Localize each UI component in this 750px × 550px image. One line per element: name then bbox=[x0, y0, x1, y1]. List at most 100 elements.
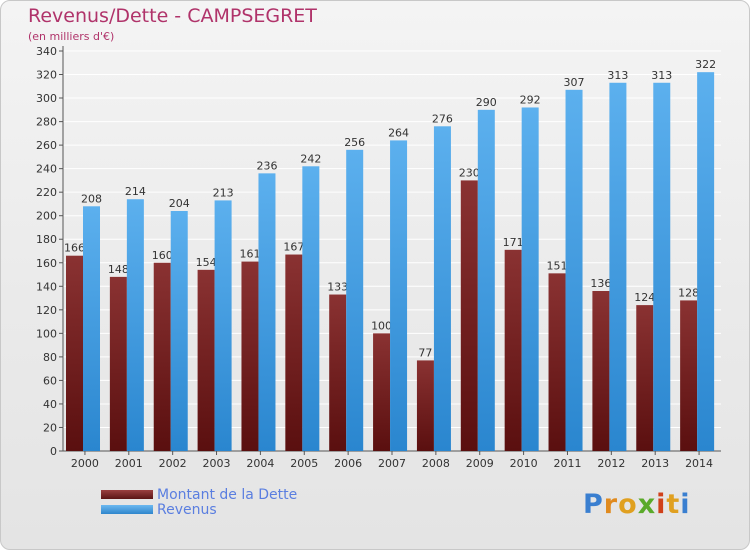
bar-dette bbox=[66, 255, 83, 451]
bar-revenus bbox=[521, 107, 539, 452]
legend-label-dette: Montant de la Dette bbox=[157, 486, 298, 503]
y-tick-label: 160 bbox=[36, 257, 57, 270]
x-tick-label: 2014 bbox=[685, 457, 713, 470]
y-tick-label: 20 bbox=[43, 421, 57, 434]
y-tick-label: 220 bbox=[36, 186, 57, 199]
legend-label-revenus: Revenus bbox=[157, 501, 217, 518]
bar-revenus bbox=[258, 173, 276, 451]
data-label-dette: 124 bbox=[634, 291, 655, 304]
y-tick-label: 300 bbox=[36, 92, 57, 105]
data-label-revenus: 214 bbox=[125, 185, 146, 198]
data-label-dette: 77 bbox=[418, 346, 432, 359]
legend-item-dette: Montant de la Dette bbox=[101, 486, 298, 503]
x-tick-label: 2004 bbox=[246, 457, 274, 470]
bar-revenus bbox=[346, 149, 364, 451]
data-label-revenus: 313 bbox=[651, 69, 672, 82]
data-label-revenus: 256 bbox=[344, 136, 365, 149]
bar-dette bbox=[197, 269, 215, 451]
x-tick-label: 2013 bbox=[641, 457, 669, 470]
y-tick-label: 180 bbox=[36, 233, 57, 246]
legend: Montant de la Dette Revenus bbox=[101, 486, 298, 518]
bar-revenus bbox=[433, 126, 451, 451]
bar-dette bbox=[592, 291, 610, 451]
bar-dette bbox=[241, 261, 259, 451]
logo-letter: i bbox=[656, 489, 667, 520]
data-label-dette: 151 bbox=[547, 259, 568, 272]
y-tick-label: 240 bbox=[36, 163, 57, 176]
y-tick-label: 340 bbox=[36, 45, 57, 58]
bar-dette bbox=[680, 300, 698, 451]
y-tick-label: 0 bbox=[50, 445, 57, 458]
bar-revenus bbox=[302, 166, 320, 451]
data-label-revenus: 264 bbox=[388, 126, 409, 139]
y-tick-label: 60 bbox=[43, 374, 57, 387]
data-label-dette: 166 bbox=[64, 242, 85, 255]
data-label-revenus: 276 bbox=[432, 112, 453, 125]
bar-dette bbox=[504, 249, 522, 451]
bar-dette bbox=[285, 254, 303, 451]
y-tick-label: 280 bbox=[36, 116, 57, 129]
x-tick-label: 2010 bbox=[510, 457, 538, 470]
logo-letter: P bbox=[583, 489, 604, 520]
bar-revenus bbox=[126, 199, 144, 451]
data-label-revenus: 290 bbox=[476, 96, 497, 109]
data-label-dette: 148 bbox=[108, 263, 129, 276]
bar-revenus bbox=[83, 206, 100, 451]
bar-revenus bbox=[477, 109, 495, 451]
data-label-revenus: 292 bbox=[520, 93, 541, 106]
x-tick-label: 2003 bbox=[203, 457, 231, 470]
bar-revenus bbox=[390, 140, 408, 452]
bar-dette bbox=[109, 276, 127, 451]
data-label-revenus: 313 bbox=[607, 69, 628, 82]
bar-dette bbox=[329, 294, 347, 451]
legend-item-revenus: Revenus bbox=[101, 501, 297, 518]
y-tick-label: 140 bbox=[36, 280, 57, 293]
x-tick-label: 2007 bbox=[378, 457, 406, 470]
y-tick-label: 80 bbox=[43, 351, 57, 364]
y-tick-label: 40 bbox=[43, 398, 57, 411]
data-label-revenus: 307 bbox=[564, 76, 585, 89]
x-tick-label: 2012 bbox=[597, 457, 625, 470]
y-tick-label: 200 bbox=[36, 210, 57, 223]
x-tick-label: 2001 bbox=[115, 457, 143, 470]
bar-revenus bbox=[214, 200, 232, 451]
data-label-dette: 128 bbox=[678, 286, 699, 299]
y-tick-label: 260 bbox=[36, 139, 57, 152]
logo-letter: r bbox=[603, 489, 619, 520]
data-label-revenus: 242 bbox=[300, 152, 321, 165]
x-tick-label: 2002 bbox=[159, 457, 187, 470]
bar-dette bbox=[373, 333, 391, 451]
proxiti-logo: Proxiti bbox=[583, 489, 691, 520]
logo-letter: i bbox=[680, 489, 691, 520]
legend-swatch-dette bbox=[101, 490, 153, 499]
bar-dette bbox=[153, 262, 171, 451]
data-label-dette: 167 bbox=[283, 241, 304, 254]
data-label-revenus: 322 bbox=[695, 58, 716, 71]
bar-revenus bbox=[653, 82, 671, 451]
bar-revenus bbox=[170, 211, 188, 451]
bar-dette bbox=[460, 180, 478, 452]
x-tick-label: 2011 bbox=[553, 457, 581, 470]
data-label-dette: 133 bbox=[327, 281, 348, 294]
bar-revenus bbox=[609, 82, 627, 451]
x-tick-label: 2009 bbox=[466, 457, 494, 470]
bar-dette bbox=[416, 360, 434, 451]
data-label-dette: 171 bbox=[503, 236, 524, 249]
data-label-dette: 136 bbox=[590, 277, 611, 290]
x-tick-label: 2006 bbox=[334, 457, 362, 470]
x-tick-label: 2008 bbox=[422, 457, 450, 470]
data-label-revenus: 236 bbox=[256, 159, 277, 172]
bar-dette bbox=[548, 273, 566, 451]
bar-dette bbox=[636, 305, 654, 451]
y-tick-label: 120 bbox=[36, 304, 57, 317]
chart-title: Revenus/Dette - CAMPSEGRET bbox=[28, 5, 317, 27]
data-label-dette: 161 bbox=[239, 248, 260, 261]
logo-letter: o bbox=[618, 489, 638, 520]
y-tick-label: 100 bbox=[36, 327, 57, 340]
y-tick-label: 320 bbox=[36, 69, 57, 82]
x-tick-label: 2005 bbox=[290, 457, 318, 470]
logo-letter: t bbox=[666, 489, 681, 520]
data-label-dette: 100 bbox=[371, 319, 392, 332]
